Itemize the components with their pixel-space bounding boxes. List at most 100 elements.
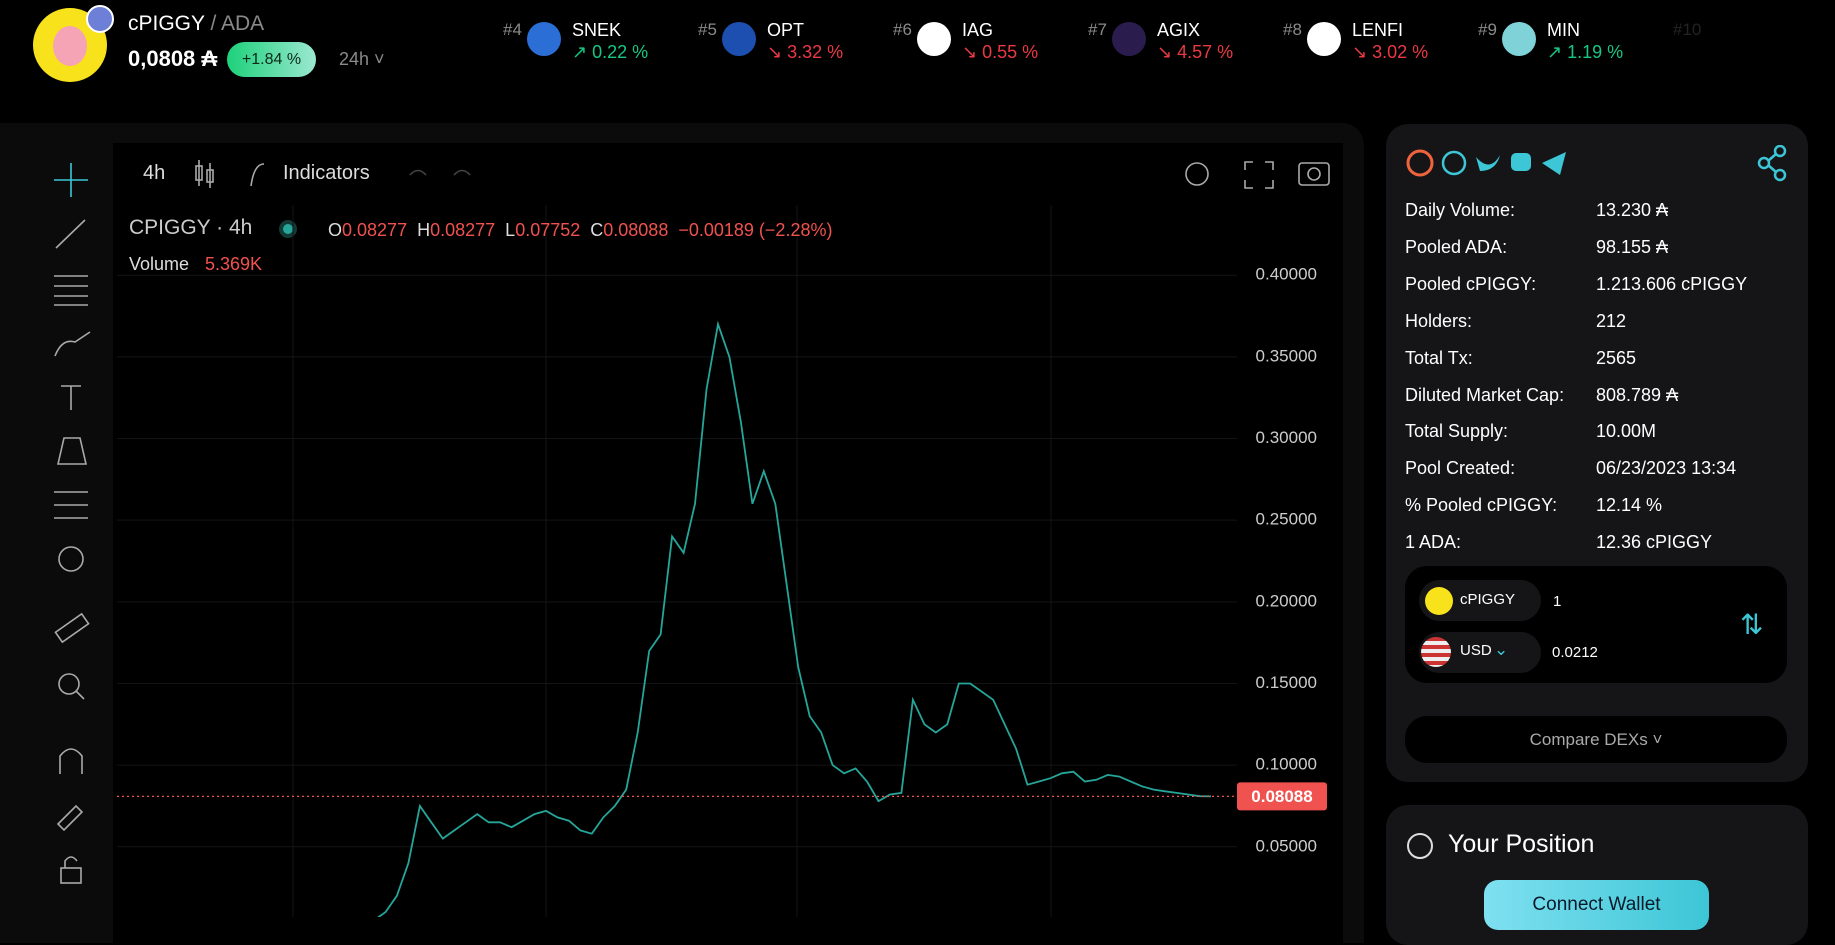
info-label: Pooled ADA:: [1405, 236, 1508, 257]
period-select[interactable]: 24h ˅: [339, 49, 385, 69]
info-label: Pool Created:: [1405, 458, 1516, 479]
ohlc-value: 0.08088: [603, 220, 669, 240]
info-label: Pooled cPIGGY:: [1405, 273, 1537, 294]
brush-tool[interactable]: [54, 331, 91, 357]
volume-label: Volume: [129, 254, 190, 274]
ohlc-value: 0.07752: [515, 220, 581, 240]
social-icons: [1406, 145, 1787, 182]
ticker-icon[interactable]: [1502, 22, 1536, 56]
pair-quote: / ADA: [210, 12, 265, 35]
interval-button[interactable]: 4h: [143, 162, 166, 184]
ticker-rank: #10: [1673, 20, 1702, 39]
ticker-change: ↘ 4.57 %: [1157, 42, 1234, 62]
ohlc-label: O: [328, 220, 343, 240]
icon-telegram[interactable]: [1542, 152, 1566, 175]
plot: 0.05000 0.10000 0.15000 0.20000 0.25000 0.300…: [117, 205, 1327, 917]
icon-twitter[interactable]: [1476, 155, 1500, 171]
from-amount[interactable]: 1: [1553, 593, 1562, 610]
emoji-tool[interactable]: [58, 546, 84, 572]
share-button[interactable]: [1757, 145, 1787, 182]
price: 0,0808 ₳: [128, 46, 218, 71]
info-value: 06/23/2023 13:34: [1596, 458, 1737, 479]
volume-value: 5.369K: [205, 254, 263, 274]
ticker-symbol: OPT: [767, 20, 805, 40]
y-tick-label: 0.25000: [1256, 510, 1317, 529]
lock-tool[interactable]: [60, 856, 82, 884]
usd-flag: [1421, 637, 1451, 667]
ticker-rank: #7: [1088, 20, 1107, 39]
fib-tool[interactable]: [54, 275, 88, 306]
info-value: 98.155 ₳: [1596, 236, 1669, 257]
lock-draw-tool[interactable]: [56, 804, 84, 832]
magnet-tool[interactable]: [59, 748, 83, 774]
redo-button[interactable]: [453, 169, 471, 176]
ticker-change: ↗ 0.22 %: [572, 42, 649, 62]
info-value: 13.230 ₳: [1596, 200, 1669, 220]
chart-pane: [113, 143, 1343, 943]
to-token: USD: [1460, 642, 1492, 659]
ticker-icon[interactable]: [1307, 22, 1341, 56]
indicators-button[interactable]: Indicators: [283, 162, 370, 184]
chart: 0.05000 0.10000 0.15000 0.20000 0.25000 0.300…: [54, 160, 1330, 917]
pattern-tool[interactable]: [56, 437, 88, 465]
settings-button[interactable]: [1185, 162, 1209, 186]
to-token-chevron: ⌄: [1494, 640, 1509, 659]
y-tick-label: 0.15000: [1256, 673, 1317, 692]
info-value: 10.00M: [1596, 421, 1657, 442]
ticker-change: ↘ 0.55 %: [962, 42, 1039, 62]
compare-dexs-button[interactable]: Compare DEXs ˅: [1405, 716, 1787, 763]
icon-website[interactable]: [1441, 150, 1467, 176]
info-label: Daily Volume:: [1405, 200, 1516, 220]
drawing-tools: [54, 163, 91, 884]
connect-wallet-button[interactable]: Connect Wallet: [1484, 880, 1709, 930]
ticker-change: ↘ 3.02 %: [1352, 42, 1429, 62]
ohlc-label: L: [505, 220, 516, 240]
trendline-tool[interactable]: [55, 219, 86, 249]
info-value: 1.213.606 cPIGGY: [1596, 273, 1748, 294]
y-tick-label: 0.10000: [1256, 755, 1317, 774]
ticker-symbol: SNEK: [572, 20, 622, 40]
ticker-rank: #9: [1478, 20, 1497, 39]
info-label: Diluted Market Cap:: [1405, 384, 1565, 405]
ohlc-value: 0.08277: [342, 220, 408, 240]
ticker-icon[interactable]: [722, 22, 756, 56]
forecast-tool[interactable]: [54, 491, 88, 519]
ohlc-label: H: [417, 220, 431, 240]
info-label: % Pooled cPIGGY:: [1405, 495, 1558, 516]
icon-cardano[interactable]: [1406, 149, 1434, 177]
page: cPIGGY / ADA 0,0808 ₳ +1.84 % 24h ˅ #4 SN…: [0, 5, 1808, 945]
crosshair-tool[interactable]: [54, 163, 88, 197]
legend-ohlc: O0.08277 H0.08277 L0.07752 C0.08088 −0.00189…: [328, 220, 832, 241]
ticker-symbol: AGIX: [1157, 20, 1201, 40]
y-tick-label: 0.35000: [1256, 346, 1317, 365]
ticker-icon[interactable]: [917, 22, 951, 56]
ticker-icon[interactable]: [1112, 22, 1146, 56]
ohlc-change: −0.00189 (−2.28%): [678, 220, 833, 240]
to-amount: 0.0212: [1552, 644, 1598, 661]
undo-button[interactable]: [409, 169, 427, 176]
zoom-tool[interactable]: [58, 673, 85, 700]
y-tick-label: 0.05000: [1256, 836, 1317, 855]
status-dot: [283, 224, 293, 234]
text-tool[interactable]: [61, 385, 81, 410]
badge: [86, 5, 114, 33]
info-value: 2565: [1596, 347, 1637, 368]
fx-icon: [250, 163, 265, 187]
y-tick-label: 0.20000: [1256, 591, 1317, 610]
icon-discord[interactable]: [1511, 153, 1531, 171]
pair-base: cPIGGY: [128, 12, 205, 35]
ticker-icon[interactable]: [527, 22, 561, 56]
ohlc-value: 0.08277: [430, 220, 496, 240]
last-price-label: 0.08088: [1251, 787, 1312, 806]
ticker-change: ↘ 3.32 %: [767, 42, 844, 62]
info-label: 1 ADA:: [1405, 532, 1462, 553]
info-value: 212: [1596, 310, 1627, 331]
ruler-tool[interactable]: [54, 612, 90, 644]
candle-type-button[interactable]: [195, 160, 214, 188]
from-token-icon: [1425, 587, 1453, 615]
ticker-rank: #6: [893, 20, 912, 39]
fullscreen-button[interactable]: [1244, 161, 1274, 189]
ticker-symbol: MIN: [1547, 20, 1580, 40]
swap-direction-button[interactable]: ⇅: [1740, 609, 1764, 640]
screenshot-button[interactable]: [1298, 162, 1330, 186]
